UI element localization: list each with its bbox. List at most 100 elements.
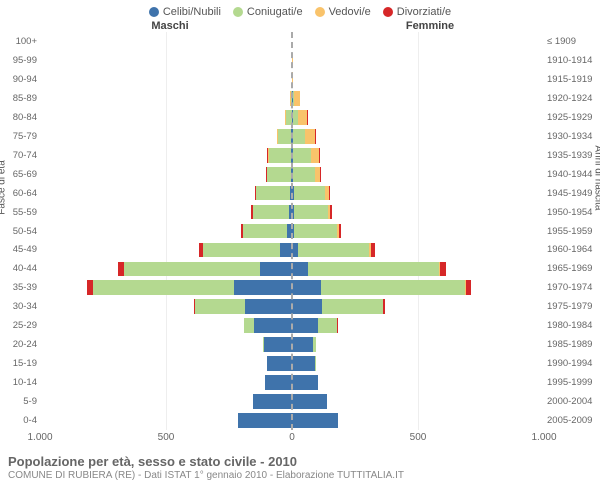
bar: [292, 394, 387, 409]
bar: [292, 148, 376, 163]
plot-area: Fasce di età Anni di nascita 100+95-9990…: [0, 32, 600, 430]
segment-cel: [292, 413, 338, 428]
birth-tick: 1960-1964: [544, 240, 600, 259]
female-half: [292, 32, 544, 51]
segment-cel: [265, 375, 292, 390]
bar: [292, 262, 489, 277]
age-tick: 40-44: [0, 259, 40, 278]
age-tick: 45-49: [0, 240, 40, 259]
segment-con: [318, 318, 337, 333]
bar: [292, 413, 399, 428]
birth-tick: 1965-1969: [544, 259, 600, 278]
bar: [139, 243, 292, 258]
bar: [190, 205, 292, 220]
segment-ved: [294, 91, 300, 106]
male-half: [40, 146, 292, 165]
age-tick: 50-54: [0, 222, 40, 241]
birth-tick: 1980-1984: [544, 316, 600, 335]
gender-headers: Maschi Femmine: [0, 20, 600, 32]
birth-tick: 1990-1994: [544, 354, 600, 373]
bar: [213, 148, 292, 163]
age-tick: 75-79: [0, 127, 40, 146]
segment-cel: [267, 356, 292, 371]
age-tick: 15-19: [0, 354, 40, 373]
segment-con: [243, 224, 287, 239]
segment-div: [466, 280, 471, 295]
age-tick: 80-84: [0, 108, 40, 127]
segment-cel: [292, 318, 318, 333]
segment-con: [253, 205, 289, 220]
legend-dot: [383, 7, 393, 17]
bar: [211, 167, 292, 182]
bar: [251, 110, 292, 125]
legend-item: Vedovi/e: [315, 6, 371, 18]
segment-ved: [298, 110, 307, 125]
bar: [292, 72, 305, 87]
segment-cel: [264, 337, 292, 352]
birth-tick: 1910-1914: [544, 51, 600, 70]
legend-dot: [233, 7, 243, 17]
male-half: [40, 108, 292, 127]
segment-con: [278, 129, 291, 144]
female-half: [292, 297, 544, 316]
birth-tick: 1930-1934: [544, 127, 600, 146]
male-half: [40, 373, 292, 392]
x-tick: 1.000: [27, 432, 52, 443]
birth-tick: 1925-1929: [544, 108, 600, 127]
birth-tick: 1985-1989: [544, 335, 600, 354]
bar: [292, 224, 403, 239]
bar: [210, 375, 292, 390]
bar: [292, 205, 392, 220]
female-half: [292, 146, 544, 165]
segment-div: [320, 167, 321, 182]
segment-cel: [292, 262, 308, 277]
age-tick: 30-34: [0, 297, 40, 316]
legend-label: Coniugati/e: [247, 6, 303, 18]
age-tick: 100+: [0, 32, 40, 51]
female-half: [292, 335, 544, 354]
segment-con: [256, 186, 290, 201]
bar: [207, 337, 292, 352]
birth-tick: 1975-1979: [544, 297, 600, 316]
bar: [175, 413, 292, 428]
male-half: [40, 316, 292, 335]
segment-cel: [292, 337, 313, 352]
bar: [292, 318, 399, 333]
bar: [82, 262, 292, 277]
segment-con: [298, 243, 369, 258]
female-half: [292, 127, 544, 146]
segment-ved: [311, 148, 319, 163]
y-axis-age: 100+95-9990-9485-8980-8475-7970-7465-696…: [0, 32, 40, 430]
age-tick: 10-14: [0, 373, 40, 392]
birth-tick: 2005-2009: [544, 411, 600, 430]
y-axis-birth: ≤ 19091910-19141915-19191920-19241925-19…: [544, 32, 600, 430]
male-half: [40, 32, 292, 51]
bar: [135, 299, 293, 314]
legend-label: Celibi/Nubili: [163, 6, 221, 18]
bar: [292, 375, 373, 390]
male-half: [40, 335, 292, 354]
chart-subtitle: COMUNE DI RUBIERA (RE) - Dati ISTAT 1° g…: [8, 469, 592, 481]
x-tick: 0: [289, 432, 295, 443]
segment-div: [319, 148, 320, 163]
age-tick: 0-4: [0, 411, 40, 430]
segment-cel: [234, 280, 292, 295]
segment-con: [203, 243, 279, 258]
segment-con: [321, 280, 465, 295]
segment-div: [371, 243, 375, 258]
segment-div: [383, 299, 385, 314]
center-line: [291, 32, 293, 430]
birth-tick: 1995-1999: [544, 373, 600, 392]
female-half: [292, 411, 544, 430]
segment-cel: [292, 356, 315, 371]
bar: [292, 91, 336, 106]
age-tick: 20-24: [0, 335, 40, 354]
legend-item: Celibi/Nubili: [149, 6, 221, 18]
bar: [292, 337, 370, 352]
bar: [292, 129, 368, 144]
male-half: [40, 392, 292, 411]
y-axis-label-left: Fasce di età: [0, 160, 8, 214]
male-half: [40, 70, 292, 89]
female-half: [292, 70, 544, 89]
female-half: [292, 89, 544, 108]
